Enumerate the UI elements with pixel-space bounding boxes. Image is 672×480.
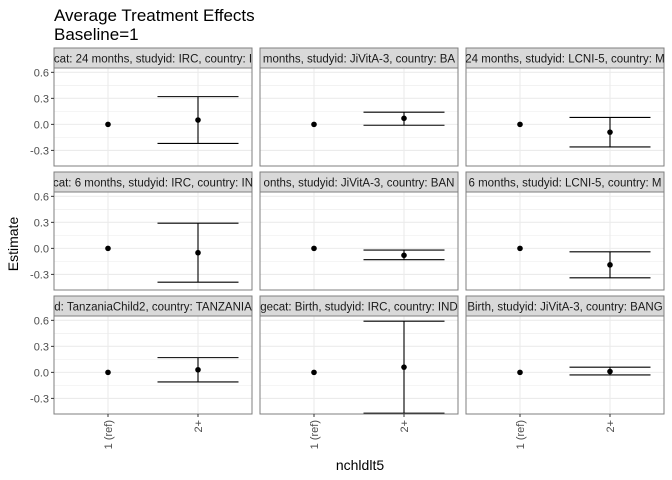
estimate-point (401, 115, 407, 122)
estimate-point (195, 366, 201, 373)
y-tick-label: 0.6 (34, 191, 49, 203)
x-tick-label: 2+ (605, 420, 617, 433)
y-tick-label: 0.0 (34, 119, 49, 131)
panel-border (259, 315, 459, 415)
estimate-point (517, 245, 523, 252)
y-tick-label: -0.3 (30, 269, 49, 281)
facet-strip-label: cat: 6 months, studyid: IRC, country: IN (53, 178, 253, 190)
x-tick-label: 2+ (399, 420, 411, 433)
panel-border (465, 67, 665, 167)
y-tick-label: 0.3 (34, 217, 49, 229)
facet-panel: Birth, studyid: JiVitA-3, country: BANG 1… (465, 295, 665, 449)
facet-strip-label: months, studyid: JiVitA-3, country: BA (263, 54, 456, 66)
facet-strip-label: 6 months, studyid: LCNI-5, country: M (468, 178, 661, 190)
estimate-point (195, 249, 201, 256)
panel-background (260, 68, 458, 166)
y-tick-label: 0.3 (34, 93, 49, 105)
facet-panel: gecat: Birth, studyid: IRC, country: IND… (259, 295, 459, 449)
x-tick-label: 2+ (193, 420, 205, 433)
y-tick-label: 0.6 (34, 67, 49, 79)
estimate-point (311, 369, 317, 376)
panel-background (466, 316, 664, 414)
panel-border (259, 67, 459, 167)
facet-strip-label: d: TanzaniaChild2, country: TANZANIA (54, 302, 252, 314)
x-tick-label: 1 (ref) (515, 420, 527, 449)
estimate-point (311, 121, 317, 128)
panel-background (54, 192, 252, 290)
estimate-point (105, 245, 111, 252)
x-tick-label: 1 (ref) (309, 420, 321, 449)
y-tick-label: 0.3 (34, 341, 49, 353)
y-axis-label: Estimate (5, 217, 21, 272)
y-tick-label: 0.6 (34, 315, 49, 327)
estimate-point (105, 121, 111, 128)
estimate-point (401, 364, 407, 370)
estimate-point (607, 129, 613, 135)
y-tick-label: -0.3 (30, 393, 49, 405)
panel-border (465, 315, 665, 415)
y-tick-label: 0.0 (34, 367, 49, 379)
facet-panel: cat: 24 months, studyid: IRC, country: I… (30, 47, 253, 167)
panel-background (260, 316, 458, 414)
panel-border (465, 191, 665, 291)
panel-background (54, 316, 252, 414)
y-tick-label: 0.0 (34, 243, 49, 255)
estimate-point (105, 369, 111, 376)
estimate-point (401, 252, 407, 259)
estimate-point (607, 262, 613, 268)
facet-panel: cat: 6 months, studyid: IRC, country: IN… (30, 171, 253, 291)
facet-strip-label: gecat: Birth, studyid: IRC, country: IND (260, 302, 458, 314)
facet-panels: cat: 24 months, studyid: IRC, country: I… (30, 47, 665, 449)
estimate-point (517, 369, 523, 376)
facet-strip-label: 24 months, studyid: LCNI-5, country: M (465, 54, 664, 66)
facet-panel: months, studyid: JiVitA-3, country: BA (259, 47, 459, 167)
x-axis-label: nchldlt5 (336, 457, 384, 473)
panel-border (53, 67, 253, 167)
chart-subtitle: Baseline=1 (54, 25, 139, 44)
estimate-point (195, 117, 201, 123)
facet-strip-label: onths, studyid: JiVitA-3, country: BAN (264, 178, 455, 190)
panel-background (54, 68, 252, 166)
estimate-point (517, 121, 523, 128)
panel-background (260, 192, 458, 290)
chart-title: Average Treatment Effects (54, 6, 255, 25)
panel-background (466, 192, 664, 290)
panel-border (259, 191, 459, 291)
facet-panel: onths, studyid: JiVitA-3, country: BAN (259, 171, 459, 291)
facet-panel: d: TanzaniaChild2, country: TANZANIA -0.3… (30, 295, 253, 449)
panel-border (53, 315, 253, 415)
panel-border (53, 191, 253, 291)
facet-strip-label: cat: 24 months, studyid: IRC, country: I (54, 54, 252, 66)
y-tick-label: -0.3 (30, 145, 49, 157)
facet-strip-label: Birth, studyid: JiVitA-3, country: BANG (467, 302, 662, 314)
x-tick-label: 1 (ref) (103, 420, 115, 449)
facet-panel: 24 months, studyid: LCNI-5, country: M (465, 47, 665, 167)
estimate-point (311, 245, 317, 252)
facet-panel: 6 months, studyid: LCNI-5, country: M (465, 171, 665, 291)
estimate-point (607, 368, 613, 375)
